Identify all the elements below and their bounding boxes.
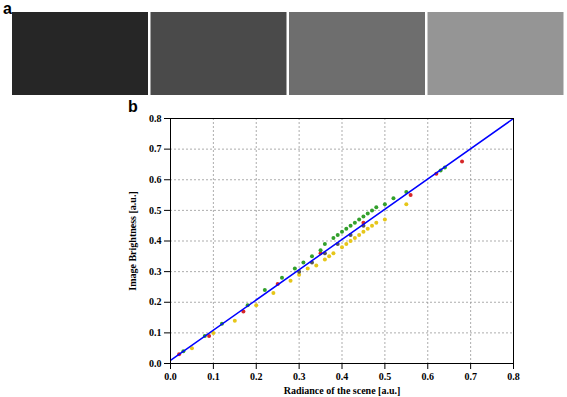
svg-text:0.1: 0.1 (207, 371, 220, 382)
svg-text:0.3: 0.3 (293, 371, 306, 382)
svg-text:0.5: 0.5 (379, 371, 392, 382)
html-text:b: b (128, 98, 138, 115)
svg-text:0.7: 0.7 (149, 143, 162, 154)
svg-text:0.4: 0.4 (149, 235, 162, 246)
svg-text:Radiance of the scene [a.u.]: Radiance of the scene [a.u.] (284, 385, 401, 396)
svg-text:0.4: 0.4 (336, 371, 349, 382)
svg-text:0.3: 0.3 (149, 266, 162, 277)
html-text:a: a (3, 0, 12, 17)
svg-text:0.6: 0.6 (149, 174, 162, 185)
svg-text:0.2: 0.2 (149, 296, 162, 307)
svg-text:0.7: 0.7 (464, 371, 477, 382)
svg-text:0.0: 0.0 (164, 371, 177, 382)
svg-text:0.1: 0.1 (149, 327, 162, 338)
svg-text:0.0: 0.0 (149, 358, 162, 369)
svg-text:0.2: 0.2 (250, 371, 263, 382)
svg-text:0.5: 0.5 (149, 205, 162, 216)
svg-text:Image Brightness [a.u.]: Image Brightness [a.u.] (127, 191, 138, 290)
svg-text:0.8: 0.8 (507, 371, 520, 382)
svg-text:0.8: 0.8 (149, 113, 162, 124)
svg-text:0.6: 0.6 (422, 371, 435, 382)
